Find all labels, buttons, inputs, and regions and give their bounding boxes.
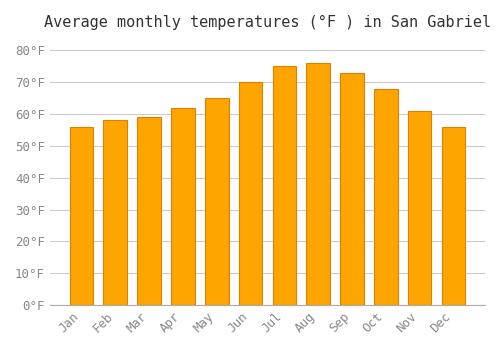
Bar bbox=[238, 82, 262, 305]
Bar bbox=[205, 98, 229, 305]
Bar bbox=[171, 108, 194, 305]
Bar bbox=[104, 120, 127, 305]
Bar bbox=[306, 63, 330, 305]
Bar bbox=[340, 73, 364, 305]
Bar bbox=[138, 117, 161, 305]
Bar bbox=[408, 111, 432, 305]
Title: Average monthly temperatures (°F ) in San Gabriel: Average monthly temperatures (°F ) in Sa… bbox=[44, 15, 491, 30]
Bar bbox=[70, 127, 94, 305]
Bar bbox=[374, 89, 398, 305]
Bar bbox=[272, 66, 296, 305]
Bar bbox=[442, 127, 465, 305]
